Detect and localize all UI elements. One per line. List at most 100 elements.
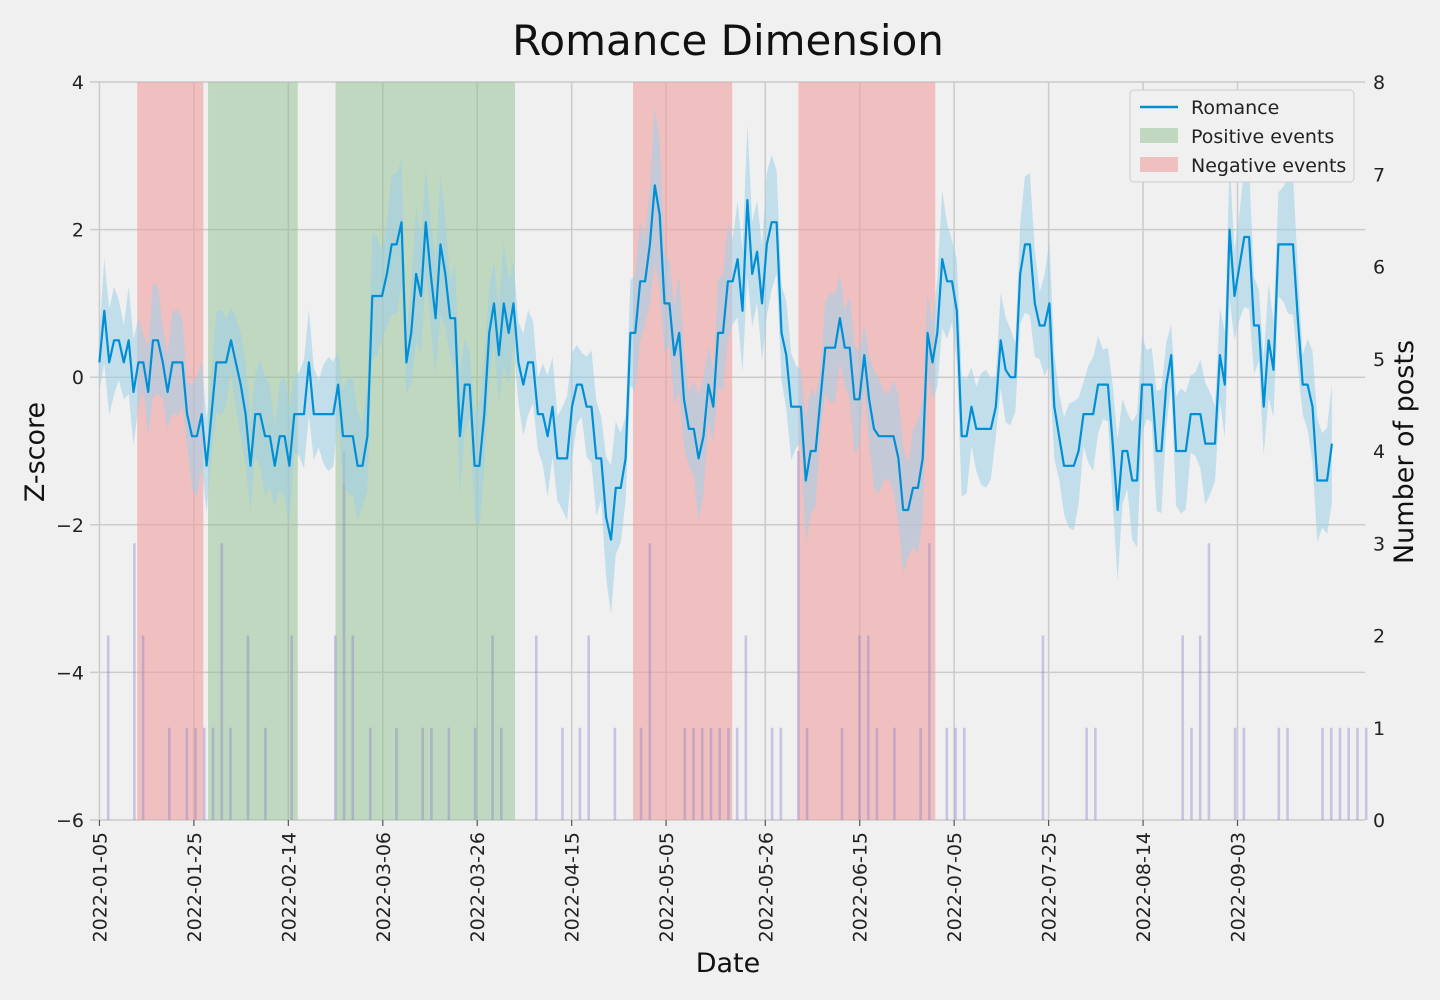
y-tick-label: −4 bbox=[56, 662, 84, 684]
post-count-bar bbox=[1364, 727, 1368, 820]
post-count-bar bbox=[334, 635, 337, 820]
post-count-bar bbox=[133, 543, 136, 820]
post-count-bar bbox=[1356, 727, 1359, 820]
post-count-bar bbox=[797, 451, 800, 820]
post-count-bar bbox=[1041, 635, 1045, 820]
x-tick-label: 2022-02-14 bbox=[278, 832, 300, 942]
post-count-bar bbox=[473, 727, 477, 820]
x-axis-title: Date bbox=[696, 948, 761, 979]
post-count-bar bbox=[700, 727, 704, 820]
y2-tick-label: 4 bbox=[1373, 441, 1385, 463]
y2-axis-title: Number of posts bbox=[1389, 340, 1420, 564]
post-count-bar bbox=[342, 451, 346, 820]
post-count-bar bbox=[264, 727, 267, 820]
post-count-bars bbox=[106, 451, 1368, 820]
post-count-bar bbox=[648, 543, 652, 820]
y-tick-label: 4 bbox=[72, 72, 84, 94]
x-tick-label: 2022-08-14 bbox=[1133, 832, 1155, 942]
romance-series-line bbox=[98, 184, 1333, 541]
post-count-bar bbox=[395, 727, 398, 820]
y2-tick-label: 0 bbox=[1373, 810, 1385, 832]
post-count-bar bbox=[290, 635, 293, 820]
post-count-bar bbox=[727, 727, 730, 820]
post-count-bar bbox=[866, 635, 870, 820]
post-count-bar bbox=[1094, 727, 1097, 820]
post-count-bar bbox=[954, 727, 957, 820]
post-count-bar bbox=[561, 727, 564, 820]
post-count-bar bbox=[805, 727, 809, 820]
post-count-bar bbox=[613, 727, 617, 820]
legend-box bbox=[1129, 89, 1355, 183]
post-count-bar bbox=[211, 727, 215, 820]
post-count-bar bbox=[185, 727, 189, 820]
post-count-bar bbox=[744, 635, 748, 820]
post-count-bar bbox=[1329, 727, 1333, 820]
y-tick-label: −2 bbox=[56, 515, 84, 537]
y-tick-label: −6 bbox=[56, 810, 84, 832]
post-count-bar bbox=[578, 727, 582, 820]
post-count-bar bbox=[639, 727, 643, 820]
post-count-bar bbox=[491, 635, 494, 820]
x-tick-label: 2022-09-03 bbox=[1228, 832, 1250, 942]
post-count-bar bbox=[1233, 727, 1237, 820]
y-axis-title: Z-score bbox=[20, 402, 51, 502]
post-count-bar bbox=[718, 727, 722, 820]
x-tick-label: 2022-01-25 bbox=[184, 832, 206, 942]
y-tick-label: 0 bbox=[72, 367, 84, 389]
post-count-bar bbox=[1321, 727, 1324, 820]
y2-tick-label: 1 bbox=[1373, 718, 1385, 740]
x-tick-label: 2022-04-15 bbox=[562, 832, 584, 942]
post-count-bar bbox=[779, 727, 783, 820]
post-count-bar bbox=[963, 727, 966, 820]
post-count-bar bbox=[587, 635, 590, 820]
post-count-bar bbox=[447, 727, 451, 820]
chart-title: Romance Dimension bbox=[512, 16, 944, 65]
legend-romance-label: Romance bbox=[1191, 97, 1279, 119]
y2-tick-label: 7 bbox=[1373, 164, 1385, 186]
x-tick-label: 2022-03-06 bbox=[373, 832, 395, 942]
post-count-bar bbox=[141, 635, 145, 820]
post-count-bar bbox=[1085, 727, 1088, 820]
x-tick-label: 2022-06-15 bbox=[850, 832, 872, 942]
legend: Romance Positive events Negative events bbox=[1129, 89, 1355, 183]
post-count-bar bbox=[919, 727, 922, 820]
post-count-bar bbox=[770, 727, 774, 820]
x-tick-label: 2022-03-26 bbox=[467, 832, 489, 942]
post-count-bar bbox=[1347, 727, 1351, 820]
axes-layer: −6 −4 −2 0 2 4 0 1 2 3 4 5 6 7 8 2022-01-05 2022-01-25 20… bbox=[56, 72, 1385, 942]
x-tick-label: 2022-01-05 bbox=[89, 832, 111, 942]
post-count-bar bbox=[534, 635, 538, 820]
legend-positive-swatch bbox=[1140, 128, 1178, 143]
post-count-bar bbox=[945, 727, 949, 820]
post-count-bar bbox=[683, 727, 687, 820]
y2-tick-label: 3 bbox=[1373, 533, 1385, 555]
post-count-bar bbox=[194, 727, 197, 820]
x-tick-label: 2022-07-25 bbox=[1039, 832, 1061, 942]
x-tick-label: 2022-07-05 bbox=[944, 832, 966, 942]
post-count-bar bbox=[202, 727, 206, 820]
post-count-bar bbox=[220, 543, 224, 820]
legend-negative-swatch bbox=[1140, 157, 1178, 172]
post-count-bar bbox=[368, 727, 372, 820]
x-tick-label: 2022-05-26 bbox=[755, 832, 777, 942]
legend-positive-label: Positive events bbox=[1191, 126, 1334, 148]
legend-negative-label: Negative events bbox=[1191, 155, 1346, 177]
post-count-bar bbox=[1190, 727, 1193, 820]
post-count-bar bbox=[709, 727, 713, 820]
post-count-bar bbox=[430, 727, 433, 820]
y-tick-label: 2 bbox=[72, 220, 84, 242]
post-count-bar bbox=[858, 635, 861, 820]
post-count-bar bbox=[1286, 727, 1289, 820]
post-count-bar bbox=[421, 727, 424, 820]
post-count-bar bbox=[692, 727, 695, 820]
post-count-bar bbox=[500, 727, 503, 820]
post-count-bar bbox=[168, 727, 171, 820]
post-count-bar bbox=[229, 727, 232, 820]
post-count-bar bbox=[1242, 727, 1246, 820]
romance-line-layer bbox=[98, 184, 1333, 541]
post-count-bar bbox=[1181, 635, 1185, 820]
post-count-bar bbox=[1338, 727, 1342, 820]
post-count-bar bbox=[351, 635, 355, 820]
y2-tick-label: 6 bbox=[1373, 257, 1385, 279]
